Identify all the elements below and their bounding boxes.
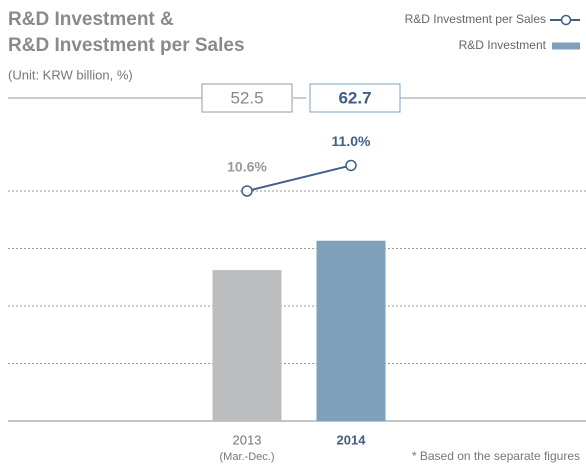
- legend-swatch: [552, 42, 580, 50]
- chart-title: R&D Investment per Sales: [8, 35, 245, 56]
- legend-marker: [560, 14, 572, 26]
- x-tick-label: 2013: [233, 432, 262, 447]
- legend-label: R&D Investment per Sales: [405, 12, 546, 26]
- line: [246, 164, 352, 192]
- line-marker: [241, 185, 253, 197]
- value-label: 52.5: [230, 88, 263, 107]
- value-box: [201, 83, 293, 113]
- value-label: 62.7: [338, 88, 371, 107]
- chart-subtitle: (Unit: KRW billion, %): [8, 67, 133, 82]
- bar: [316, 240, 386, 421]
- chart-title: R&D Investment &: [8, 9, 174, 30]
- legend-label: R&D Investment: [459, 38, 547, 52]
- footnote: * Based on the separate figures: [412, 449, 580, 463]
- data-label: 11.0%: [332, 133, 371, 149]
- data-label: 10.6%: [227, 159, 267, 175]
- line-marker: [345, 159, 357, 172]
- value-box: [309, 83, 401, 113]
- x-tick-note: (Mar.-Dec.): [220, 451, 275, 463]
- x-tick-label: 2014: [337, 432, 367, 447]
- bar: [212, 270, 282, 421]
